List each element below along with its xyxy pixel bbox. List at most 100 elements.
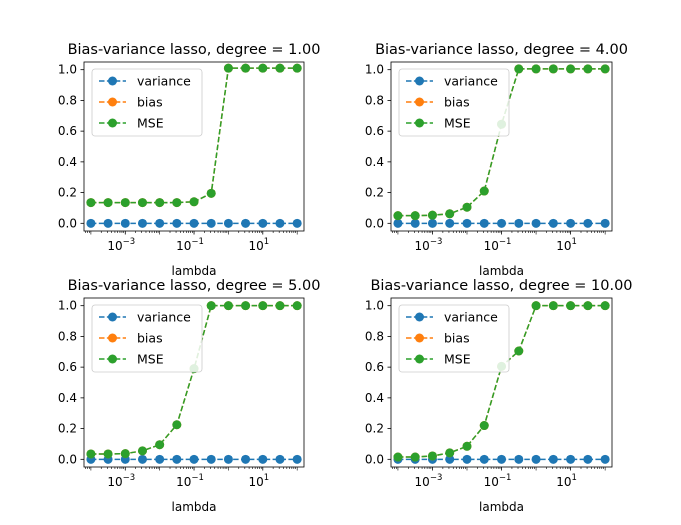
data-point: [292, 218, 302, 228]
data-point: [445, 454, 455, 464]
data-point: [172, 454, 182, 464]
data-point: [223, 218, 233, 228]
data-point: [137, 198, 147, 208]
data-point: [258, 218, 268, 228]
data-point: [583, 64, 593, 74]
legend: variance bias MSE: [398, 68, 510, 137]
y-tick-label: 0.8: [365, 93, 384, 107]
y-tick-label: 1.0: [365, 299, 384, 313]
y-tick-label: 0.8: [58, 329, 77, 343]
data-point: [427, 218, 437, 228]
x-tick-label: 10−3: [107, 237, 135, 253]
x-axis-label: lambda: [172, 264, 217, 278]
x-tick-label: 101: [248, 237, 269, 253]
y-tick-label: 0.6: [365, 124, 384, 138]
subplot-1: Bias-variance lasso, degree = 1.00 0.0 0.2…: [58, 42, 321, 278]
y-tick-label: 0.0: [58, 452, 77, 466]
y-tick-label: 0.6: [58, 360, 77, 374]
data-point: [120, 198, 130, 208]
y-tick-label: 0.2: [58, 422, 77, 436]
series-mse: [393, 301, 610, 462]
y-tick-label: 1.0: [58, 63, 77, 77]
legend-box: [91, 68, 203, 137]
y-tick-label: 0.0: [58, 216, 77, 230]
data-point: [189, 197, 199, 207]
data-point: [172, 218, 182, 228]
data-point: [410, 211, 420, 221]
y-tick-label: 0.6: [58, 124, 77, 138]
y-tick-label: 0.2: [365, 422, 384, 436]
x-axis-label: lambda: [479, 264, 524, 278]
data-point: [275, 301, 285, 311]
x-tick-label: 10−3: [107, 473, 135, 489]
data-point: [514, 64, 524, 74]
series-variance: [393, 218, 610, 228]
data-point: [548, 64, 558, 74]
data-point: [410, 218, 420, 228]
legend: variance bias MSE: [398, 304, 510, 373]
legend-marker: [415, 354, 424, 364]
data-point: [275, 63, 285, 73]
data-point: [566, 454, 576, 464]
data-point: [445, 448, 455, 458]
data-point: [137, 454, 147, 464]
legend-marker: [108, 118, 117, 128]
subplot-2: Bias-variance lasso, degree = 4.00 0.0 0.2…: [365, 42, 628, 278]
data-point: [155, 454, 165, 464]
y-tick-label: 0.6: [365, 360, 384, 374]
y-tick-label: 0.8: [58, 93, 77, 107]
data-point: [600, 218, 610, 228]
data-point: [292, 454, 302, 464]
legend: variance bias MSE: [91, 68, 203, 137]
data-point: [462, 441, 472, 451]
data-point: [86, 198, 96, 208]
data-point: [206, 301, 216, 311]
data-point: [427, 451, 437, 461]
legend-label: MSE: [137, 116, 164, 131]
data-point: [258, 63, 268, 73]
data-point: [103, 449, 113, 459]
data-point: [258, 301, 268, 311]
x-tick-label: 10−1: [484, 237, 512, 253]
data-point: [241, 301, 251, 311]
legend-label: bias: [444, 331, 470, 346]
data-point: [531, 301, 541, 311]
legend-label: MSE: [444, 352, 471, 367]
legend-marker: [108, 97, 117, 107]
data-point: [479, 186, 489, 196]
legend-marker: [108, 333, 117, 343]
data-point: [155, 440, 165, 450]
data-point: [275, 454, 285, 464]
x-tick-label: 10−3: [415, 237, 443, 253]
data-point: [445, 209, 455, 219]
data-point: [583, 218, 593, 228]
x-tick-label: 101: [556, 237, 577, 253]
legend-label: variance: [444, 310, 498, 325]
data-point: [137, 218, 147, 228]
legend-marker: [415, 312, 424, 322]
x-tick-label: 101: [556, 473, 577, 489]
legend-label: MSE: [137, 352, 164, 367]
y-tick-label: 0.0: [365, 452, 384, 466]
data-point: [393, 218, 403, 228]
series-variance: [86, 454, 302, 464]
data-point: [566, 301, 576, 311]
data-point: [103, 198, 113, 208]
legend-marker: [108, 354, 117, 364]
legend-marker: [108, 312, 117, 322]
legend-marker: [415, 76, 424, 86]
data-point: [531, 454, 541, 464]
x-tick-label: 10−1: [484, 473, 512, 489]
data-point: [462, 202, 472, 212]
data-point: [531, 218, 541, 228]
data-point: [600, 454, 610, 464]
data-point: [189, 454, 199, 464]
data-point: [120, 218, 130, 228]
y-tick-label: 0.4: [58, 391, 77, 405]
data-point: [548, 454, 558, 464]
data-point: [548, 218, 558, 228]
data-point: [86, 218, 96, 228]
data-point: [258, 454, 268, 464]
data-point: [600, 301, 610, 311]
